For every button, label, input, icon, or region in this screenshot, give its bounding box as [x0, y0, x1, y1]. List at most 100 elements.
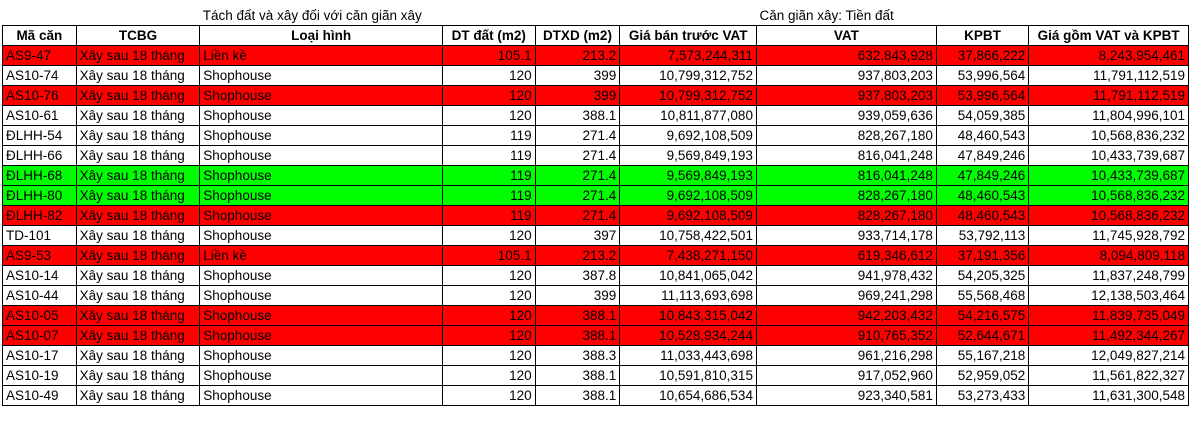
cell-kpbt[interactable]: 55,568,468	[935, 285, 1030, 306]
cell-tcbg[interactable]: Xây sau 18 tháng	[75, 165, 201, 186]
header-gia-ban-truoc-vat[interactable]: Giá bán trước VAT	[619, 25, 757, 46]
cell-dt-dat[interactable]: 120	[441, 305, 536, 326]
cell-vat[interactable]: 937,803,203	[755, 85, 937, 106]
cell-gia-ban-truoc-vat[interactable]: 10,591,810,315	[619, 365, 757, 386]
cell-vat[interactable]: 942,203,432	[755, 305, 937, 326]
cell-vat[interactable]: 923,340,581	[755, 385, 937, 406]
cell-loai-hinh[interactable]: Shophouse	[199, 145, 443, 166]
cell-loai-hinh[interactable]: Shophouse	[199, 265, 443, 286]
cell-gia-gom-vat-kpbt[interactable]: 11,631,300,548	[1028, 385, 1189, 406]
cell-gia-gom-vat-kpbt[interactable]: 11,839,735,049	[1028, 305, 1189, 326]
cell-gia-ban-truoc-vat[interactable]: 10,843,315,042	[619, 305, 757, 326]
cell-ma-can[interactable]: AS10-61	[2, 105, 77, 126]
cell-ma-can[interactable]: AS10-14	[2, 265, 77, 286]
cell-tcbg[interactable]: Xây sau 18 tháng	[75, 345, 201, 366]
cell-ma-can[interactable]: AS9-47	[2, 45, 77, 66]
cell-tcbg[interactable]: Xây sau 18 tháng	[75, 145, 201, 166]
cell-tcbg[interactable]: Xây sau 18 tháng	[75, 285, 201, 306]
top-left-note[interactable]: Tách đất và xây đối với căn giãn xây	[202, 7, 422, 23]
cell-dt-dat[interactable]: 120	[441, 225, 536, 246]
cell[interactable]	[3, 5, 77, 26]
cell-vat[interactable]: 969,241,298	[755, 285, 937, 306]
cell-ma-can[interactable]: ĐLHH-82	[2, 205, 77, 226]
cell-gia-gom-vat-kpbt[interactable]: 10,568,836,232	[1028, 205, 1189, 226]
cell-dtxd[interactable]: 271.4	[534, 165, 621, 186]
cell-vat[interactable]: 828,267,180	[755, 205, 937, 226]
cell-gia-ban-truoc-vat[interactable]: 7,573,244,311	[619, 45, 757, 66]
cell-gia-gom-vat-kpbt[interactable]: 10,568,836,232	[1028, 185, 1189, 206]
cell-gia-gom-vat-kpbt[interactable]: 10,433,739,687	[1028, 165, 1189, 186]
cell-gia-gom-vat-kpbt[interactable]: 11,561,822,327	[1028, 365, 1189, 386]
cell-loai-hinh[interactable]: Liền kề	[199, 45, 443, 66]
cell-tcbg[interactable]: Xây sau 18 tháng	[75, 105, 201, 126]
cell-kpbt[interactable]: 48,460,543	[935, 205, 1030, 226]
cell-gia-gom-vat-kpbt[interactable]: 11,804,996,101	[1028, 105, 1189, 126]
cell-kpbt[interactable]: 52,644,671	[935, 325, 1030, 346]
cell-dt-dat[interactable]: 120	[441, 325, 536, 346]
cell-tcbg[interactable]: Xây sau 18 tháng	[75, 85, 201, 106]
cell-ma-can[interactable]: AS10-05	[2, 305, 77, 326]
cell-dt-dat[interactable]: 120	[441, 345, 536, 366]
cell-gia-gom-vat-kpbt[interactable]: 10,433,739,687	[1028, 145, 1189, 166]
cell-dt-dat[interactable]: 120	[441, 365, 536, 386]
cell-loai-hinh[interactable]: Shophouse	[199, 165, 443, 186]
cell-dt-dat[interactable]: 120	[441, 105, 536, 126]
cell-dtxd[interactable]: 399	[534, 65, 621, 86]
cell-loai-hinh[interactable]: Shophouse	[199, 125, 443, 146]
cell-kpbt[interactable]: 48,460,543	[935, 125, 1030, 146]
cell-vat[interactable]: 619,346,612	[755, 245, 937, 266]
cell-kpbt[interactable]: 53,996,564	[935, 85, 1030, 106]
cell-dt-dat[interactable]: 120	[441, 385, 536, 406]
header-kpbt[interactable]: KPBT	[935, 25, 1030, 46]
cell-ma-can[interactable]: TD-101	[2, 225, 77, 246]
cell-vat[interactable]: 816,041,248	[755, 165, 937, 186]
cell-gia-ban-truoc-vat[interactable]: 9,692,108,509	[619, 185, 757, 206]
cell-gia-gom-vat-kpbt[interactable]: 11,745,928,792	[1028, 225, 1189, 246]
cell-loai-hinh[interactable]: Shophouse	[199, 225, 443, 246]
cell[interactable]	[76, 5, 200, 26]
cell-dt-dat[interactable]: 105.1	[441, 245, 536, 266]
cell-dtxd[interactable]: 387.8	[534, 265, 621, 286]
cell-kpbt[interactable]: 52,959,052	[935, 365, 1030, 386]
cell-dtxd[interactable]: 388.1	[534, 365, 621, 386]
cell-dt-dat[interactable]: 119	[441, 205, 536, 226]
cell-vat[interactable]: 816,041,248	[755, 145, 937, 166]
cell-dtxd[interactable]: 397	[534, 225, 621, 246]
cell-gia-ban-truoc-vat[interactable]: 9,569,849,193	[619, 145, 757, 166]
cell-dtxd[interactable]: 271.4	[534, 185, 621, 206]
cell-gia-ban-truoc-vat[interactable]: 9,692,108,509	[619, 205, 757, 226]
cell-ma-can[interactable]: ĐLHH-80	[2, 185, 77, 206]
cell-ma-can[interactable]: ĐLHH-68	[2, 165, 77, 186]
cell-gia-gom-vat-kpbt[interactable]: 8,243,954,461	[1028, 45, 1189, 66]
cell-gia-gom-vat-kpbt[interactable]: 11,837,248,799	[1028, 265, 1189, 286]
cell-gia-gom-vat-kpbt[interactable]: 12,049,827,214	[1028, 345, 1189, 366]
cell-tcbg[interactable]: Xây sau 18 tháng	[75, 325, 201, 346]
cell-vat[interactable]: 933,714,178	[755, 225, 937, 246]
cell-gia-ban-truoc-vat[interactable]: 10,758,422,501	[619, 225, 757, 246]
cell-gia-gom-vat-kpbt[interactable]: 8,094,809,118	[1028, 245, 1189, 266]
cell-gia-ban-truoc-vat[interactable]: 10,811,877,080	[619, 105, 757, 126]
cell-dtxd[interactable]: 213.2	[534, 245, 621, 266]
cell-kpbt[interactable]: 54,216,575	[935, 305, 1030, 326]
cell-kpbt[interactable]: 48,460,543	[935, 185, 1030, 206]
cell-loai-hinh[interactable]: Shophouse	[199, 305, 443, 326]
cell-tcbg[interactable]: Xây sau 18 tháng	[75, 185, 201, 206]
top-right-note[interactable]: Căn giãn xây: Tiền đất	[759, 7, 894, 23]
cell-dtxd[interactable]: 213.2	[534, 45, 621, 66]
header-dtxd[interactable]: DTXD (m2)	[534, 25, 621, 46]
cell-dtxd[interactable]: 388.1	[534, 105, 621, 126]
cell-ma-can[interactable]: AS10-19	[2, 365, 77, 386]
cell-dtxd[interactable]: 271.4	[534, 125, 621, 146]
cell-dtxd[interactable]: 271.4	[534, 205, 621, 226]
cell-dt-dat[interactable]: 119	[441, 165, 536, 186]
cell-loai-hinh[interactable]: Shophouse	[199, 385, 443, 406]
cell-vat[interactable]: 828,267,180	[755, 185, 937, 206]
cell-dtxd[interactable]: 388.1	[534, 305, 621, 326]
cell-loai-hinh[interactable]: Shophouse	[199, 105, 443, 126]
cell-dt-dat[interactable]: 120	[441, 285, 536, 306]
cell-gia-ban-truoc-vat[interactable]: 10,799,312,752	[619, 85, 757, 106]
cell-vat[interactable]: 632,843,928	[755, 45, 937, 66]
cell-vat[interactable]: 917,052,960	[755, 365, 937, 386]
cell-dtxd[interactable]: 399	[534, 285, 621, 306]
cell-kpbt[interactable]: 37,191,356	[935, 245, 1030, 266]
